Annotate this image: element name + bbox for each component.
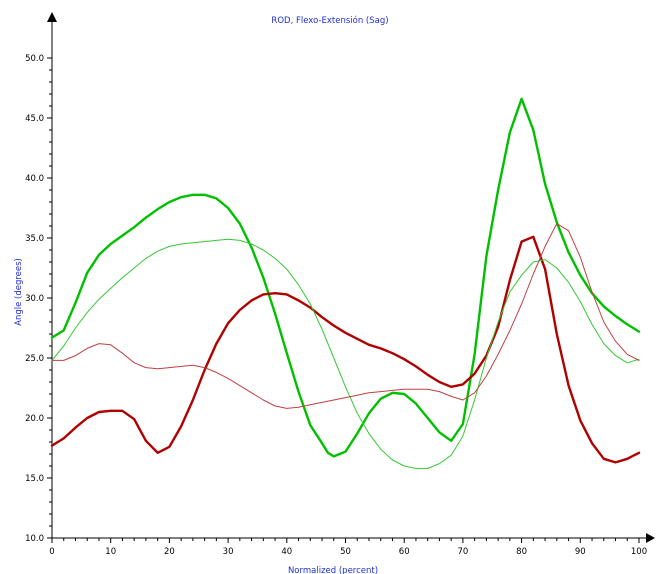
series-line-1 — [50, 97, 641, 458]
x-tick-label: 10 — [105, 547, 116, 557]
x-tick-label: 60 — [399, 547, 410, 557]
y-tick-label: 40.0 — [25, 174, 44, 184]
x-tick-label: 80 — [516, 547, 527, 557]
x-tick-label: 30 — [223, 547, 234, 557]
x-axis-label: Normalized (percent) — [288, 566, 378, 574]
x-tick-label: 90 — [575, 547, 586, 557]
series-layer — [50, 97, 641, 469]
x-tick-label: 0 — [49, 547, 54, 557]
x-tick-label: 50 — [340, 547, 351, 557]
axes — [47, 12, 655, 543]
x-tick-label: 20 — [164, 547, 175, 557]
y-axis-arrow-icon — [47, 12, 57, 22]
chart-title: ROD, Flexo-Extensión (Sag) — [271, 15, 388, 26]
y-tick-label: 15.0 — [25, 474, 44, 484]
y-tick-label: 20.0 — [25, 414, 44, 424]
y-tick-label: 25.0 — [25, 354, 44, 364]
series-line-4 — [51, 223, 640, 409]
series-line-3 — [51, 238, 640, 469]
y-tick-label: 30.0 — [25, 294, 44, 304]
y-tick-label: 35.0 — [25, 234, 44, 244]
x-tick-label: 40 — [281, 547, 292, 557]
y-tick-label: 10.0 — [25, 534, 44, 544]
ticks: 10.0 15.0 20.0 25.0 30.0 35.0 40.0 45.0 50.0 0 10 2… — [25, 54, 647, 557]
y-axis-label: Angle (degrees) — [14, 258, 24, 326]
series-line-2 — [50, 235, 641, 464]
x-tick-label: 100 — [631, 547, 647, 557]
y-tick-label: 45.0 — [25, 114, 44, 124]
x-tick-label: 70 — [457, 547, 468, 557]
x-axis-arrow-icon — [646, 533, 655, 543]
y-tick-label: 50.0 — [25, 54, 44, 64]
